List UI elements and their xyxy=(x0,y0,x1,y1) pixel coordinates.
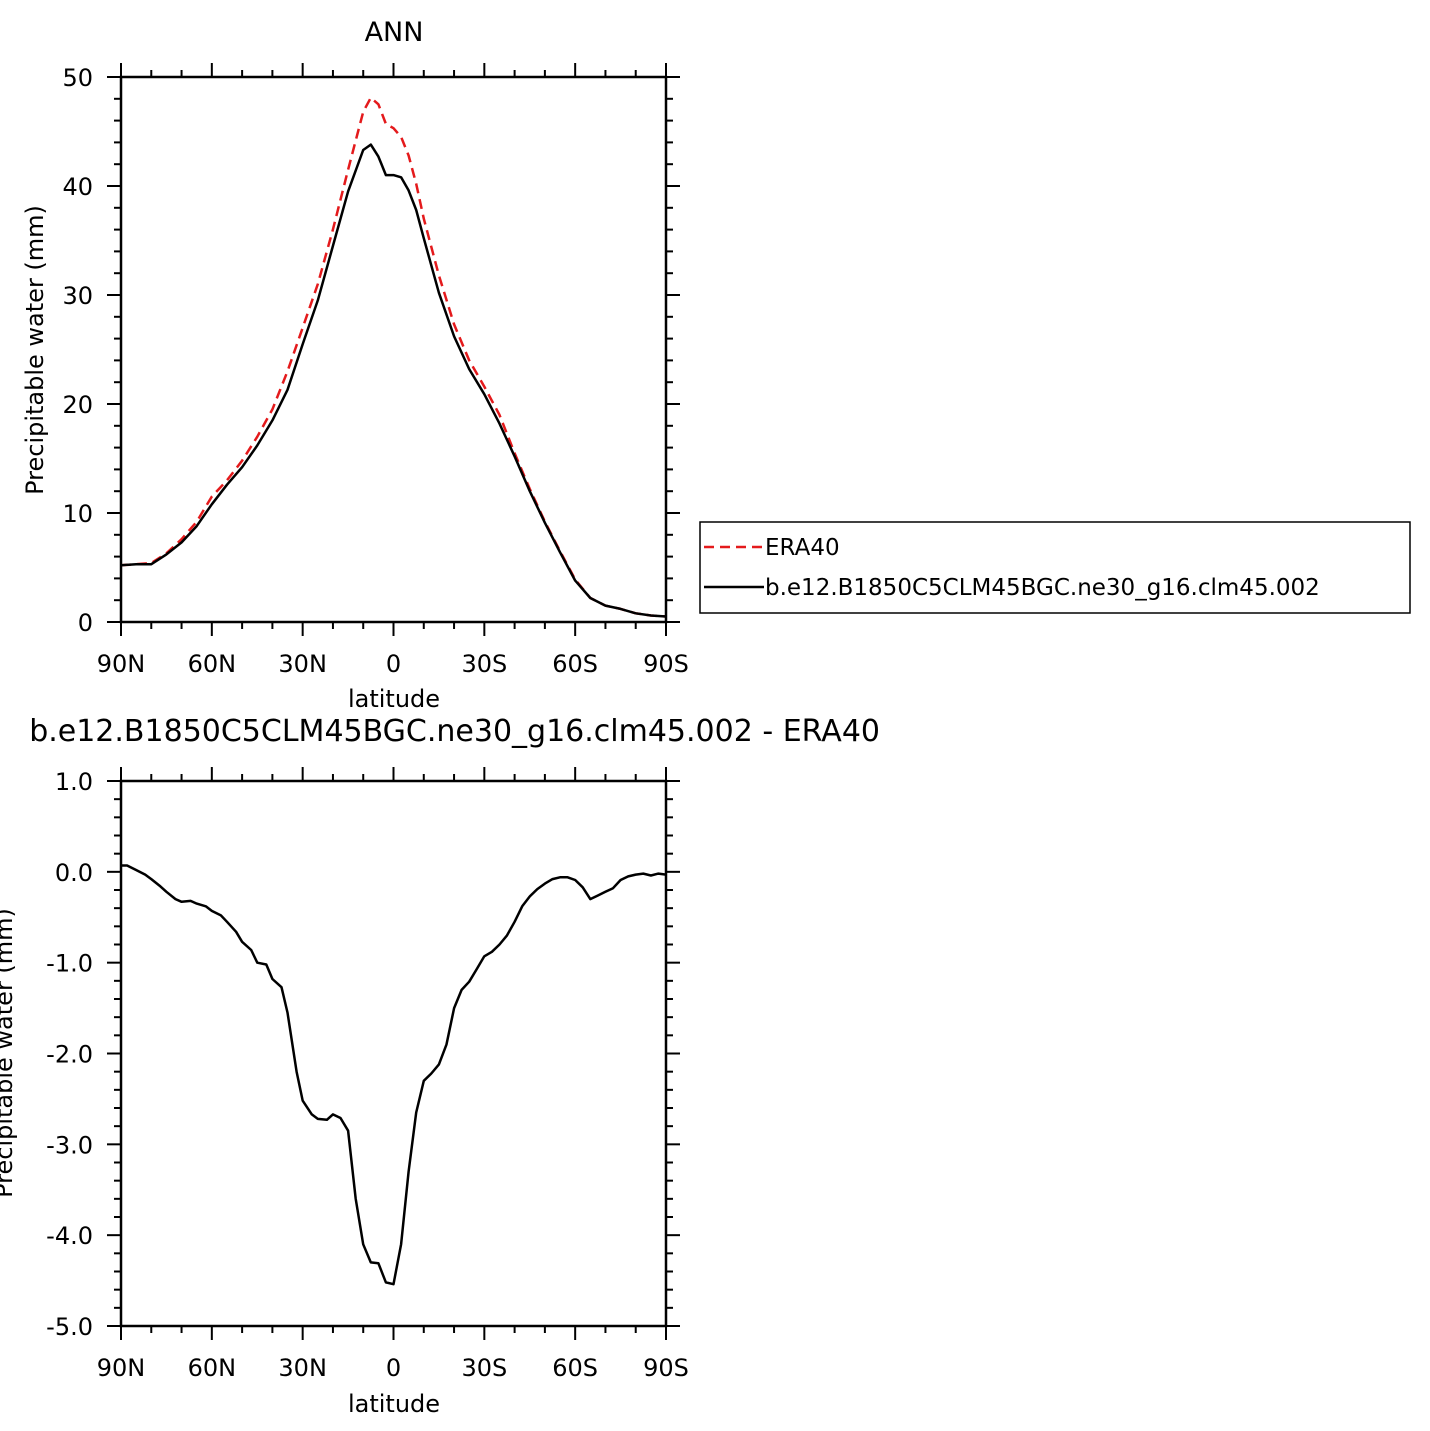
bottom-axes: 90N 60N 30N 0 30S 60S 90S 1.0 0.0 -1.0 -2.0 -3.0 -4.… xyxy=(46,767,689,1382)
top-title: ANN xyxy=(365,17,424,48)
top-y-axis-label: Precipitable water (mm) xyxy=(21,205,49,495)
top-x-axis-label: latitude xyxy=(348,685,440,713)
legend-label-era40: ERA40 xyxy=(765,535,840,561)
x-tick-label-1-4: 30S xyxy=(461,1354,507,1382)
y-tick-label-1-2: -1.0 xyxy=(46,950,93,978)
x-tick-label-1-2: 30N xyxy=(278,1354,327,1382)
x-tick-label-1-6: 90S xyxy=(643,1354,689,1382)
y-tick-label-1-0: 1.0 xyxy=(55,768,93,796)
y-tick-label-0-2: 20 xyxy=(62,391,93,419)
y-tick-label-1-3: -2.0 xyxy=(46,1041,93,1069)
y-tick-label-0-4: 40 xyxy=(62,173,93,201)
y-tick-label-0-5: 50 xyxy=(62,64,93,92)
bottom-y-label-wrap: Precipitable water (mm) xyxy=(0,908,18,1198)
x-tick-label-0-5: 60S xyxy=(552,650,598,678)
y-tick-label-1-5: -4.0 xyxy=(46,1222,93,1250)
x-tick-label-1-1: 60N xyxy=(188,1354,237,1382)
bottom-title: b.e12.B1850C5CLM45BGC.ne30_g16.clm45.002… xyxy=(29,714,880,749)
x-tick-label-1-0: 90N xyxy=(97,1354,146,1382)
top-axes: 90N 60N 30N 0 30S 60S 90S 0 10 20 30 40 50 xyxy=(62,63,689,678)
x-tick-label-0-2: 30N xyxy=(278,650,327,678)
bottom-y-axis-label: Precipitable water (mm) xyxy=(0,908,18,1198)
y-tick-label-1-4: -3.0 xyxy=(46,1131,93,1159)
x-tick-label-0-1: 60N xyxy=(188,650,237,678)
bottom-x-axis-label: latitude xyxy=(348,1390,440,1418)
bottom-series-lines xyxy=(121,864,667,1286)
series-line-1-0 xyxy=(121,864,667,1286)
y-tick-label-0-0: 0 xyxy=(78,609,93,637)
y-tick-label-1-6: -5.0 xyxy=(46,1313,93,1341)
top-plot-frame xyxy=(119,75,668,624)
top-series-lines xyxy=(120,96,667,618)
legend-label-model: b.e12.B1850C5CLM45BGC.ne30_g16.clm45.002 xyxy=(765,575,1320,601)
x-tick-label-0-4: 30S xyxy=(461,650,507,678)
bottom-panel: b.e12.B1850C5CLM45BGC.ne30_g16.clm45.002… xyxy=(0,714,880,1418)
top-panel: ANN Precipitable water (mm) latitude 90N… xyxy=(21,17,689,713)
y-tick-label-0-3: 30 xyxy=(62,282,93,310)
series-line-0-1 xyxy=(120,143,667,618)
x-tick-label-1-3: 0 xyxy=(386,1354,401,1382)
x-tick-label-0-3: 0 xyxy=(386,650,401,678)
x-tick-label-0-0: 90N xyxy=(97,650,146,678)
y-tick-label-0-1: 10 xyxy=(62,500,93,528)
bottom-plot-frame xyxy=(119,779,668,1328)
x-tick-label-0-6: 90S xyxy=(643,650,689,678)
top-y-label-wrap: Precipitable water (mm) xyxy=(21,205,49,495)
legend-box xyxy=(699,521,1411,614)
legend: ERA40 b.e12.B1850C5CLM45BGC.ne30_g16.clm… xyxy=(699,521,1411,614)
y-tick-label-1-1: 0.0 xyxy=(55,859,93,887)
x-tick-label-1-5: 60S xyxy=(552,1354,598,1382)
